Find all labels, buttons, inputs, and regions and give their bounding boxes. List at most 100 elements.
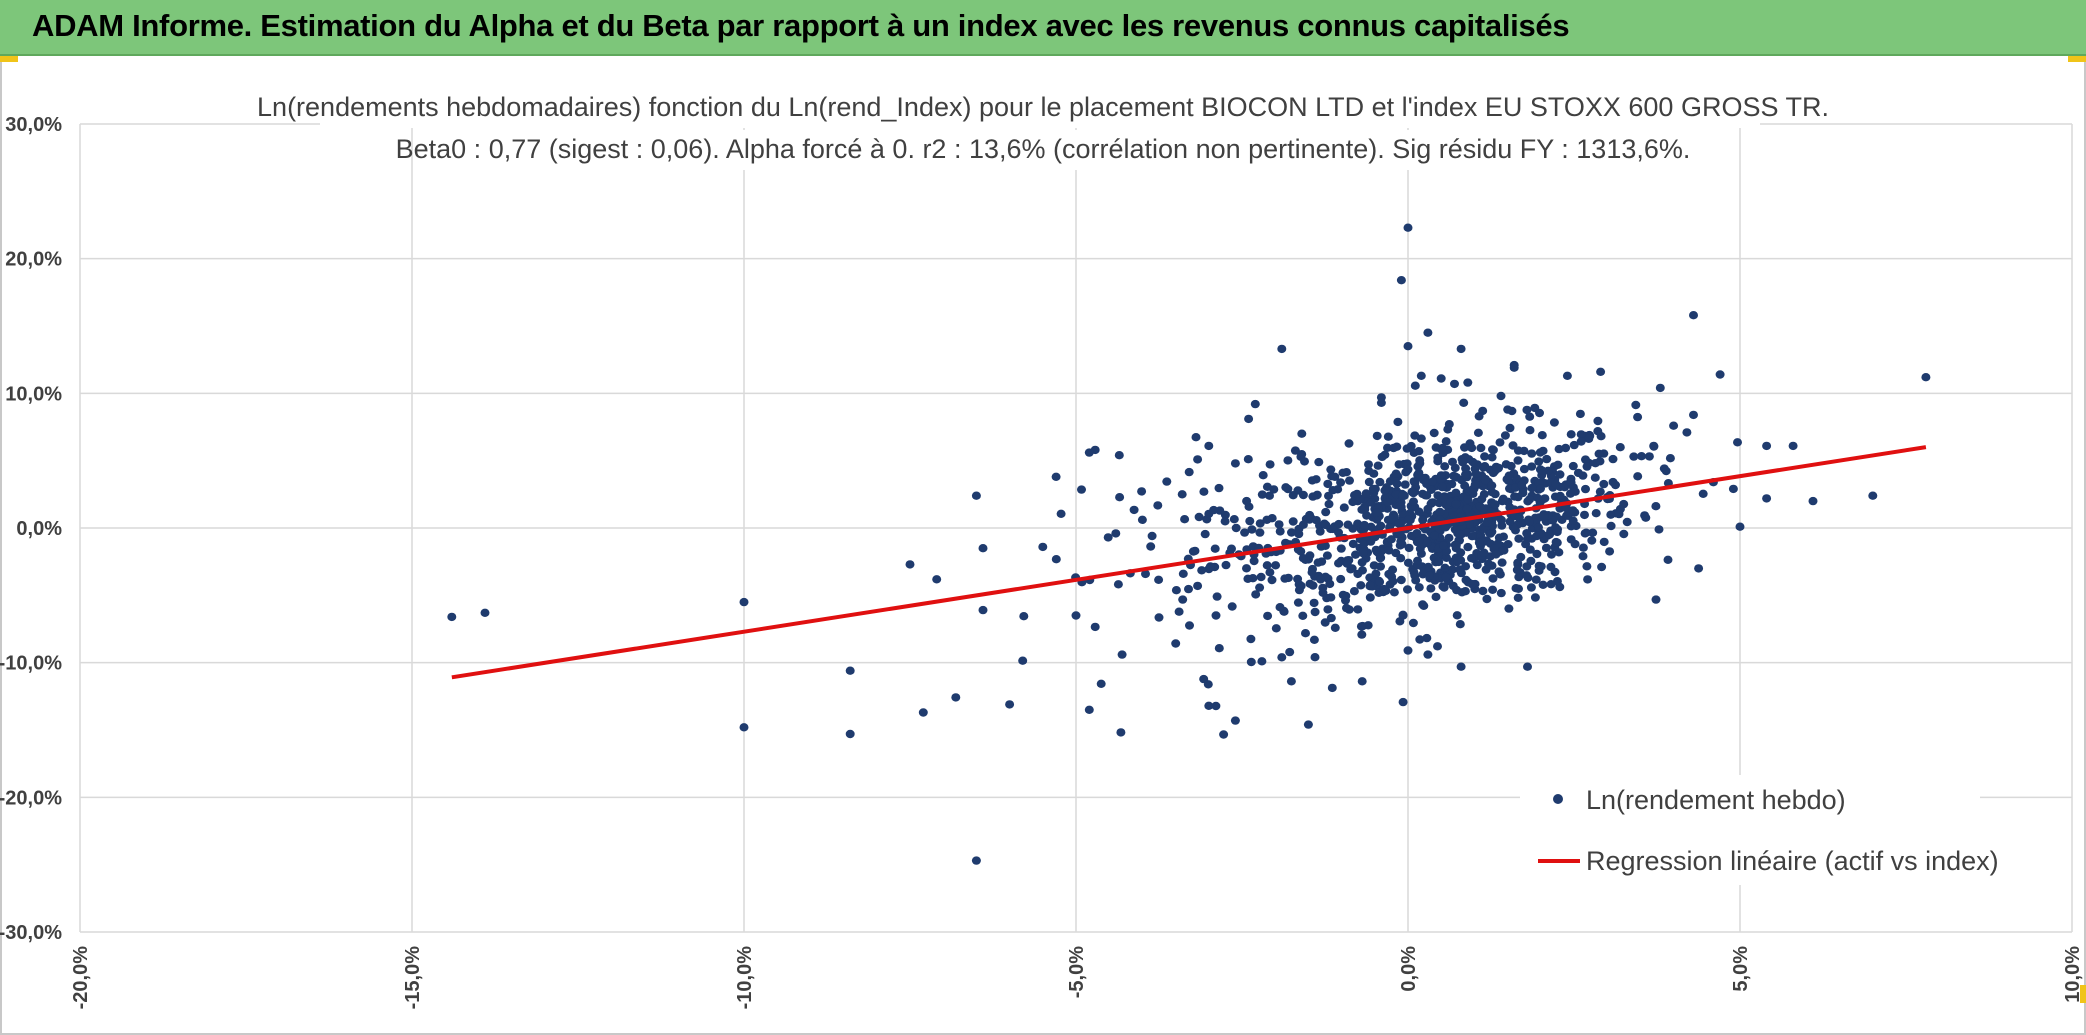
data-point: [1590, 473, 1600, 482]
data-point: [1581, 484, 1590, 494]
data-point: [1243, 574, 1253, 583]
data-point: [1415, 635, 1425, 644]
data-point: [1227, 544, 1236, 553]
data-point: [1576, 437, 1586, 446]
data-point: [1537, 431, 1547, 440]
data-point: [1397, 491, 1407, 500]
data-point: [1115, 493, 1125, 502]
data-point: [1582, 462, 1592, 471]
data-point: [1199, 674, 1209, 684]
data-point: [1194, 512, 1204, 522]
data-point: [1582, 562, 1592, 571]
data-point: [1230, 716, 1240, 725]
data-point: [1310, 653, 1320, 662]
legend: Ln(rendement hebdo) Regression linéaire …: [1520, 775, 1999, 885]
data-point: [1298, 611, 1308, 620]
data-point: [1573, 468, 1583, 478]
data-point: [1356, 622, 1366, 631]
data-point: [1599, 537, 1609, 547]
data-point: [1921, 373, 1931, 382]
data-point: [1583, 575, 1593, 584]
data-point: [1242, 496, 1252, 506]
data-point: [1504, 471, 1514, 480]
data-point: [1352, 489, 1362, 499]
data-point: [1440, 563, 1450, 572]
data-point: [1334, 559, 1343, 568]
data-point: [1318, 583, 1328, 593]
data-point: [1451, 488, 1461, 497]
data-point: [1619, 529, 1629, 539]
data-point: [1409, 477, 1419, 486]
data-point: [1005, 700, 1015, 709]
data-point: [1056, 509, 1066, 518]
data-point: [1383, 432, 1393, 441]
data-point: [1293, 598, 1303, 607]
data-point: [1313, 558, 1323, 567]
data-point: [1536, 562, 1546, 571]
data-point: [1538, 466, 1548, 475]
data-point: [1364, 477, 1374, 487]
data-point: [1568, 461, 1578, 471]
data-point: [1297, 429, 1307, 438]
data-point: [1262, 561, 1272, 570]
data-point: [1535, 408, 1544, 418]
data-point: [1611, 480, 1620, 490]
data-point: [1522, 529, 1532, 538]
data-point: [1137, 487, 1147, 496]
data-point: [1474, 538, 1484, 547]
data-point: [1460, 481, 1470, 490]
data-point: [1644, 452, 1654, 461]
data-point: [1383, 498, 1393, 507]
data-point: [1019, 612, 1029, 621]
data-point: [1649, 441, 1659, 451]
data-point: [1199, 487, 1209, 496]
data-point: [1525, 426, 1535, 435]
y-tick-label: -10,0%: [0, 653, 62, 675]
data-point: [1246, 634, 1256, 644]
data-point: [1476, 443, 1486, 453]
data-point: [1555, 470, 1565, 479]
data-point: [1336, 574, 1346, 584]
data-point: [1396, 575, 1406, 585]
data-point: [1512, 565, 1522, 575]
data-point: [1462, 504, 1472, 514]
data-point: [1475, 501, 1485, 511]
data-point: [971, 856, 981, 865]
data-point: [1402, 444, 1412, 453]
data-point: [1255, 528, 1265, 537]
data-point: [1409, 497, 1418, 506]
data-point: [1211, 611, 1221, 620]
data-point: [1364, 460, 1373, 469]
x-tick-label: -15,0%: [402, 946, 424, 1010]
data-point: [1243, 455, 1253, 464]
data-point: [1410, 431, 1420, 440]
data-point: [1651, 502, 1661, 511]
data-point: [1422, 538, 1432, 548]
data-point: [1311, 516, 1321, 525]
corner-marker-right: [2068, 56, 2086, 62]
data-point: [1274, 520, 1284, 529]
data-point: [1460, 587, 1470, 596]
data-point: [1441, 437, 1451, 446]
data-point: [1364, 466, 1374, 475]
data-point: [1575, 409, 1585, 419]
data-point: [480, 608, 490, 617]
data-point: [1310, 607, 1320, 617]
data-point: [1547, 550, 1556, 559]
data-point: [1473, 428, 1483, 437]
data-point: [1210, 544, 1220, 553]
data-point: [1341, 596, 1350, 605]
data-point: [1622, 517, 1632, 527]
data-point: [1661, 466, 1671, 476]
data-point: [1265, 568, 1275, 577]
data-point: [1129, 505, 1139, 515]
data-point: [1283, 573, 1293, 583]
data-point: [1334, 519, 1344, 529]
data-point: [1467, 443, 1477, 453]
data-point: [1500, 431, 1510, 440]
data-point: [1249, 556, 1259, 566]
data-point: [1450, 379, 1459, 389]
data-point: [1325, 579, 1335, 589]
data-point: [1153, 501, 1163, 510]
data-point: [1449, 471, 1459, 481]
